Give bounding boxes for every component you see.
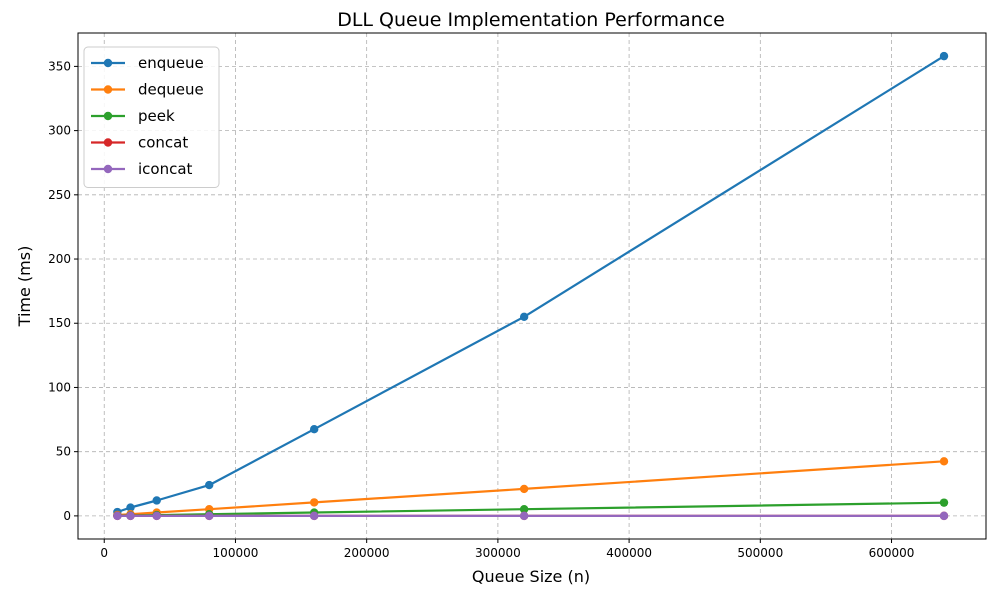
series-iconcat xyxy=(113,511,949,521)
data-point-enqueue xyxy=(519,312,529,322)
legend-box xyxy=(83,46,220,188)
x-tick-label: 600000 xyxy=(869,546,915,560)
data-point-dequeue xyxy=(309,498,319,507)
y-tick-label: 50 xyxy=(56,445,71,459)
legend-swatch-marker xyxy=(103,85,113,94)
series-enqueue xyxy=(113,51,949,517)
legend-item-peek: peek xyxy=(91,107,175,125)
data-point-iconcat xyxy=(939,511,949,521)
x-tick-label: 400000 xyxy=(606,546,652,560)
grid xyxy=(78,33,986,539)
data-point-dequeue xyxy=(939,457,949,466)
x-tick-label: 300000 xyxy=(475,546,521,560)
x-tick-label: 200000 xyxy=(344,546,390,560)
series-line-enqueue xyxy=(117,55,945,514)
legend-item-iconcat: iconcat xyxy=(91,160,193,178)
chart-title: DLL Queue Implementation Performance xyxy=(337,9,725,31)
legend-swatch-marker xyxy=(103,111,113,121)
data-point-enqueue xyxy=(309,424,319,434)
legend-swatch-marker xyxy=(103,58,113,68)
series-line-peek xyxy=(117,501,945,517)
y-tick-label: 350 xyxy=(48,59,71,73)
y-tick-label: 300 xyxy=(48,124,71,138)
data-point-iconcat xyxy=(113,511,122,521)
series-lines xyxy=(113,51,949,521)
data-point-enqueue xyxy=(126,503,135,512)
y-axis-ticks: 0 50 100 150 200 250 300 350 xyxy=(48,59,78,523)
data-point-iconcat xyxy=(126,511,135,521)
data-point-iconcat xyxy=(519,511,529,521)
data-point-dequeue xyxy=(519,484,529,494)
y-tick-label: 200 xyxy=(48,252,71,266)
x-tick-label: 100000 xyxy=(213,546,259,560)
legend-item-enqueue: enqueue xyxy=(91,54,204,72)
legend-label: enqueue xyxy=(138,54,204,72)
data-point-iconcat xyxy=(205,511,214,521)
legend-label: peek xyxy=(138,107,175,125)
legend-swatch-marker xyxy=(103,164,113,174)
legend-label: concat xyxy=(138,134,188,152)
legend: enqueue dequeue peek concat iconcat xyxy=(83,46,220,188)
legend-swatch-marker xyxy=(103,138,113,147)
y-tick-label: 0 xyxy=(63,509,71,523)
y-tick-label: 100 xyxy=(48,380,71,394)
data-point-enqueue xyxy=(152,496,161,505)
data-point-peek xyxy=(939,498,949,507)
y-tick-label: 250 xyxy=(48,188,71,202)
x-tick-label: 0 xyxy=(100,546,108,560)
y-tick-label: 150 xyxy=(48,316,71,330)
data-point-peek xyxy=(519,505,529,514)
legend-item-dequeue: dequeue xyxy=(91,81,204,99)
data-point-iconcat xyxy=(309,511,319,521)
legend-item-concat: concat xyxy=(91,134,188,152)
x-axis-title: Queue Size (n) xyxy=(472,567,590,586)
data-point-enqueue xyxy=(205,480,214,490)
y-axis-title: Time (ms) xyxy=(15,246,34,328)
data-point-enqueue xyxy=(939,51,949,61)
legend-label: iconcat xyxy=(138,160,193,178)
legend-label: dequeue xyxy=(138,81,204,99)
x-axis-ticks: 0 100000 200000 300000 400000 500000 600000 xyxy=(100,539,914,560)
plot-frame xyxy=(77,32,987,540)
series-line-dequeue xyxy=(117,460,945,517)
data-point-iconcat xyxy=(152,511,161,521)
x-tick-label: 500000 xyxy=(737,546,783,560)
